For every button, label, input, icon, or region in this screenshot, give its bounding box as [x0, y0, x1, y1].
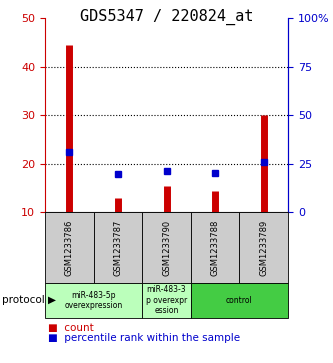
Text: miR-483-3
p overexpr
ession: miR-483-3 p overexpr ession — [146, 285, 187, 315]
Text: GSM1233788: GSM1233788 — [210, 220, 220, 276]
Text: GSM1233790: GSM1233790 — [162, 220, 171, 276]
Text: miR-483-5p
overexpression: miR-483-5p overexpression — [65, 291, 123, 310]
Text: protocol ▶: protocol ▶ — [2, 295, 56, 305]
Text: ■  count: ■ count — [48, 323, 94, 333]
Text: GSM1233789: GSM1233789 — [259, 220, 268, 276]
Text: GSM1233786: GSM1233786 — [65, 220, 74, 276]
Text: ■  percentile rank within the sample: ■ percentile rank within the sample — [48, 333, 240, 343]
Text: control: control — [226, 296, 253, 305]
Text: GSM1233787: GSM1233787 — [113, 220, 123, 276]
Text: GDS5347 / 220824_at: GDS5347 / 220824_at — [80, 9, 253, 25]
